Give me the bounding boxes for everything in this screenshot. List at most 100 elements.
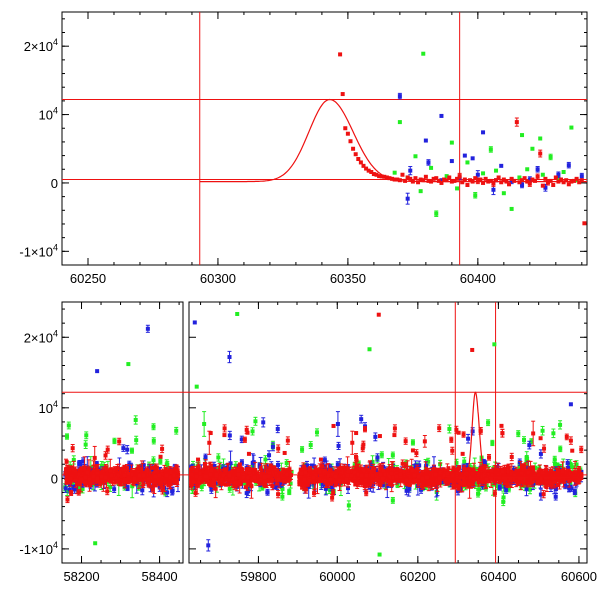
data-point-red (338, 467, 343, 476)
data-point-blue (466, 433, 471, 444)
data-point-red (442, 177, 447, 182)
data-point-red (465, 182, 470, 187)
top-plot-frame (61, 11, 588, 266)
data-point-red (395, 470, 400, 475)
data-point-red (276, 471, 281, 489)
data-point-red (380, 476, 385, 481)
data-point-red (246, 451, 251, 456)
data-point-red (525, 479, 530, 484)
data-point-red (446, 466, 451, 471)
data-point-blue (375, 453, 380, 462)
data-point-red (439, 180, 444, 185)
data-point-red (354, 431, 359, 436)
data-point-red (226, 482, 231, 487)
data-point-red (262, 481, 267, 486)
data-point-red (569, 179, 574, 184)
data-point-red (167, 483, 172, 488)
top-plot-area (62, 12, 587, 265)
data-point-red (512, 473, 517, 478)
y-tick-label: 0 (51, 471, 58, 486)
data-point-red (152, 478, 157, 487)
data-point-red (398, 468, 403, 473)
data-point-red (137, 473, 142, 478)
bottom-frame-segment (188, 301, 588, 564)
data-point-red (376, 312, 381, 317)
data-point-red (79, 474, 84, 484)
data-point-green (449, 140, 454, 145)
data-point-red (303, 468, 308, 477)
data-point-green (284, 459, 289, 467)
data-point-red (390, 176, 395, 181)
data-point-red (108, 468, 113, 473)
x-tick-label: 60300 (200, 271, 236, 286)
data-point-red (354, 456, 359, 465)
data-point-red (540, 469, 545, 477)
data-point-green (548, 153, 553, 161)
data-point-green (392, 170, 397, 175)
data-point-green (174, 426, 179, 435)
data-point-blue (275, 424, 280, 434)
data-point-red (566, 182, 571, 187)
data-point-red (553, 175, 558, 180)
data-point-red (499, 180, 504, 185)
data-point-red (322, 470, 327, 475)
data-point-red (278, 473, 283, 478)
data-point-red (461, 431, 466, 438)
data-point-blue (405, 192, 410, 205)
data-point-red (538, 436, 543, 441)
data-point-red (77, 482, 82, 487)
data-point-red (304, 477, 309, 482)
data-point-red (193, 489, 198, 497)
data-point-red (400, 172, 405, 177)
data-point-blue (423, 138, 428, 143)
data-point-red (450, 471, 455, 480)
data-point-red (324, 475, 329, 480)
data-point-red (482, 473, 487, 478)
data-point-red (73, 472, 78, 488)
data-point-red (538, 149, 543, 158)
data-point-green (481, 171, 486, 176)
data-point-red (270, 477, 275, 482)
x-tick-label: 60200 (400, 569, 436, 584)
data-point-green (308, 441, 313, 449)
data-point-red (385, 467, 390, 472)
data-point-red (577, 180, 582, 185)
data-point-red (395, 177, 400, 182)
data-point-blue (397, 92, 402, 100)
data-point-red (418, 177, 423, 182)
data-point-blue (568, 402, 573, 407)
data-point-green (134, 435, 139, 445)
data-point-red (434, 176, 439, 181)
data-point-red (266, 472, 271, 481)
data-point-red (562, 467, 567, 477)
data-point-blue (439, 113, 444, 118)
data-point-red (494, 178, 499, 183)
data-point-red (69, 489, 74, 496)
data-point-red (174, 464, 179, 469)
data-point-green (525, 167, 530, 172)
data-point-green (377, 552, 382, 557)
data-point-blue (336, 441, 341, 450)
data-point-red (247, 470, 252, 475)
data-point-red (352, 475, 357, 480)
data-point-red (94, 464, 99, 469)
data-point-red (194, 472, 199, 481)
data-point-green (129, 447, 134, 454)
data-point-green (235, 311, 240, 316)
data-point-red (91, 471, 96, 481)
data-point-red (358, 160, 363, 165)
data-point-green (83, 440, 88, 449)
data-point-red (117, 437, 122, 446)
data-point-red (444, 178, 449, 183)
bottom-panel: 2×104 104 0 -1×104 58200 58400 59800 60000 60200… (19, 301, 597, 584)
data-point-red (389, 461, 394, 487)
data-point-red (337, 470, 342, 491)
data-point-red (116, 473, 121, 478)
data-point-blue (227, 430, 232, 441)
data-point-green (517, 175, 522, 180)
data-point-red (189, 467, 193, 472)
data-point-red (530, 465, 535, 470)
data-point-red (449, 179, 454, 184)
data-point-red (501, 177, 506, 182)
data-point-blue (538, 449, 543, 459)
